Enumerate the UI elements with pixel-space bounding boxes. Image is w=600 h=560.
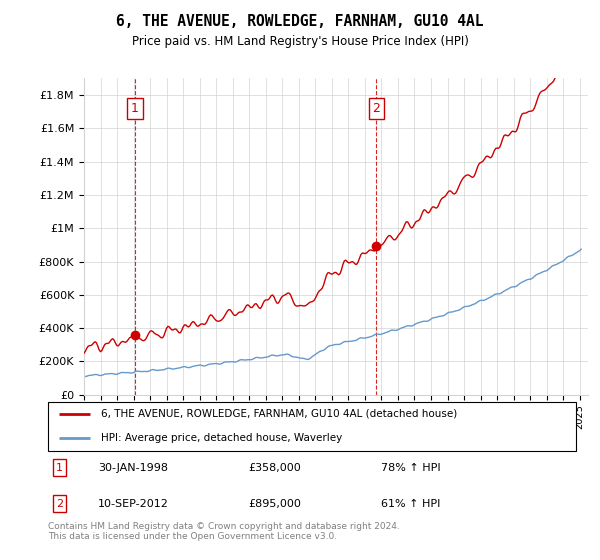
FancyBboxPatch shape <box>48 402 576 451</box>
Text: HPI: Average price, detached house, Waverley: HPI: Average price, detached house, Wave… <box>101 433 342 444</box>
Text: 2: 2 <box>56 499 63 509</box>
Text: £358,000: £358,000 <box>248 463 301 473</box>
Text: 2: 2 <box>373 102 380 115</box>
Text: 6, THE AVENUE, ROWLEDGE, FARNHAM, GU10 4AL (detached house): 6, THE AVENUE, ROWLEDGE, FARNHAM, GU10 4… <box>101 409 457 419</box>
Text: 78% ↑ HPI: 78% ↑ HPI <box>380 463 440 473</box>
Text: £895,000: £895,000 <box>248 499 302 509</box>
Text: Contains HM Land Registry data © Crown copyright and database right 2024.
This d: Contains HM Land Registry data © Crown c… <box>48 522 400 542</box>
Text: 10-SEP-2012: 10-SEP-2012 <box>98 499 169 509</box>
Text: 6, THE AVENUE, ROWLEDGE, FARNHAM, GU10 4AL: 6, THE AVENUE, ROWLEDGE, FARNHAM, GU10 4… <box>116 14 484 29</box>
Text: 1: 1 <box>131 102 139 115</box>
Text: Price paid vs. HM Land Registry's House Price Index (HPI): Price paid vs. HM Land Registry's House … <box>131 35 469 48</box>
Text: 61% ↑ HPI: 61% ↑ HPI <box>380 499 440 509</box>
Text: 1: 1 <box>56 463 63 473</box>
Text: 30-JAN-1998: 30-JAN-1998 <box>98 463 168 473</box>
